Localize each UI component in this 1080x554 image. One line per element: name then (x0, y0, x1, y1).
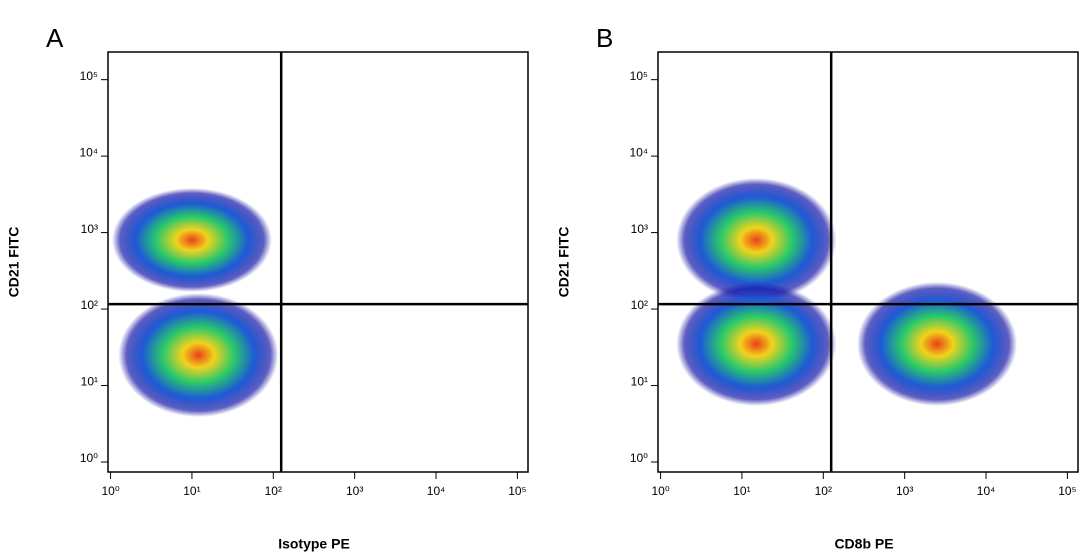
x-tick-label: 10⁵ (1058, 484, 1076, 498)
panel-letter: A (46, 23, 64, 53)
y-axis-label: CD21 FITC (6, 227, 22, 298)
x-tick-label: 10⁰ (101, 484, 119, 498)
population (111, 188, 272, 293)
x-tick-label: 10² (815, 484, 832, 498)
y-tick-label: 10⁴ (79, 145, 98, 159)
panel-letter: B (596, 23, 613, 53)
population (857, 281, 1018, 406)
x-tick-label: 10⁴ (977, 484, 996, 498)
x-tick-label: 10³ (346, 484, 363, 498)
x-axis-label: CD8b PE (834, 536, 893, 552)
x-tick-label: 10⁰ (651, 484, 669, 498)
population (676, 281, 837, 406)
x-tick-label: 10¹ (733, 484, 750, 498)
x-tick-label: 10⁵ (508, 484, 526, 498)
y-tick-label: 10⁵ (630, 69, 648, 83)
plot-frame (107, 51, 529, 473)
population (676, 178, 837, 303)
y-tick-label: 10³ (81, 222, 98, 236)
y-tick-label: 10⁴ (629, 145, 648, 159)
y-tick-label: 10¹ (631, 375, 648, 389)
y-tick-label: 10² (631, 298, 648, 312)
x-tick-label: 10² (265, 484, 282, 498)
y-tick-label: 10⁵ (80, 69, 98, 83)
y-tick-label: 10³ (631, 222, 648, 236)
y-tick-label: 10⁰ (80, 451, 98, 465)
y-axis-label: CD21 FITC (556, 227, 572, 298)
population (118, 293, 279, 418)
x-axis-label: Isotype PE (278, 536, 350, 552)
y-tick-label: 10² (81, 298, 98, 312)
x-tick-label: 10¹ (183, 484, 200, 498)
y-tick-label: 10⁰ (630, 451, 648, 465)
x-tick-label: 10³ (896, 484, 913, 498)
plot-frame (657, 51, 1079, 473)
x-tick-label: 10⁴ (427, 484, 446, 498)
y-tick-label: 10¹ (81, 375, 98, 389)
